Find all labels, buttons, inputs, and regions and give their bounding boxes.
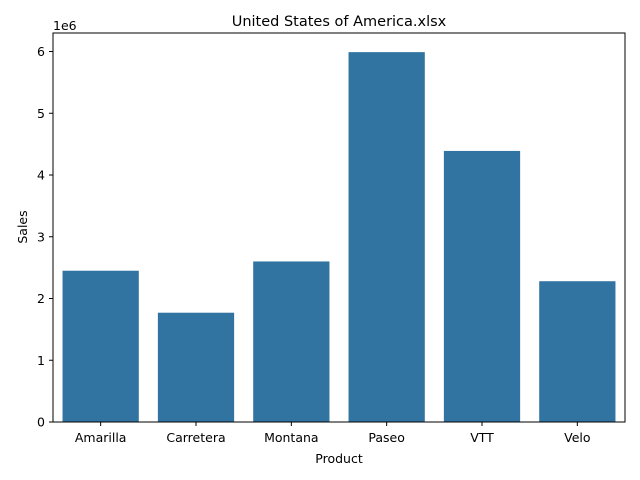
x-axis-label: Product: [315, 451, 363, 466]
y-tick-label: 2: [37, 291, 45, 306]
x-tick-label: Montana: [264, 430, 319, 445]
plot-frame: [52, 32, 626, 423]
y-tick-label: 4: [37, 168, 45, 183]
bar-carretera: [157, 312, 235, 422]
chart-title: United States of America.xlsx: [232, 14, 447, 30]
bar-amarilla: [62, 270, 139, 422]
y-tick-label: 3: [37, 229, 45, 244]
y-tick-label: 1: [37, 353, 45, 368]
bars-group: [62, 52, 616, 423]
bar-vtt: [443, 150, 521, 422]
y-axis-offset-label: 1e6: [53, 18, 77, 33]
x-tick-label: Carretera: [166, 430, 225, 445]
y-axis: 0 1 2 3 4 5 6: [37, 44, 53, 430]
x-axis: Amarilla Carretera Montana Paseo VTT Velo: [75, 422, 591, 445]
y-tick-label: 6: [37, 44, 45, 59]
bar-paseo: [348, 52, 425, 423]
y-axis-label: Sales: [15, 210, 30, 243]
x-tick-label: Paseo: [368, 430, 405, 445]
x-tick-label: VTT: [470, 430, 494, 445]
y-tick-label: 0: [37, 415, 45, 430]
bar-velo: [539, 281, 616, 422]
bar-montana: [253, 261, 330, 422]
x-tick-label: Velo: [564, 430, 590, 445]
x-tick-label: Amarilla: [75, 430, 127, 445]
y-tick-label: 5: [37, 106, 45, 121]
